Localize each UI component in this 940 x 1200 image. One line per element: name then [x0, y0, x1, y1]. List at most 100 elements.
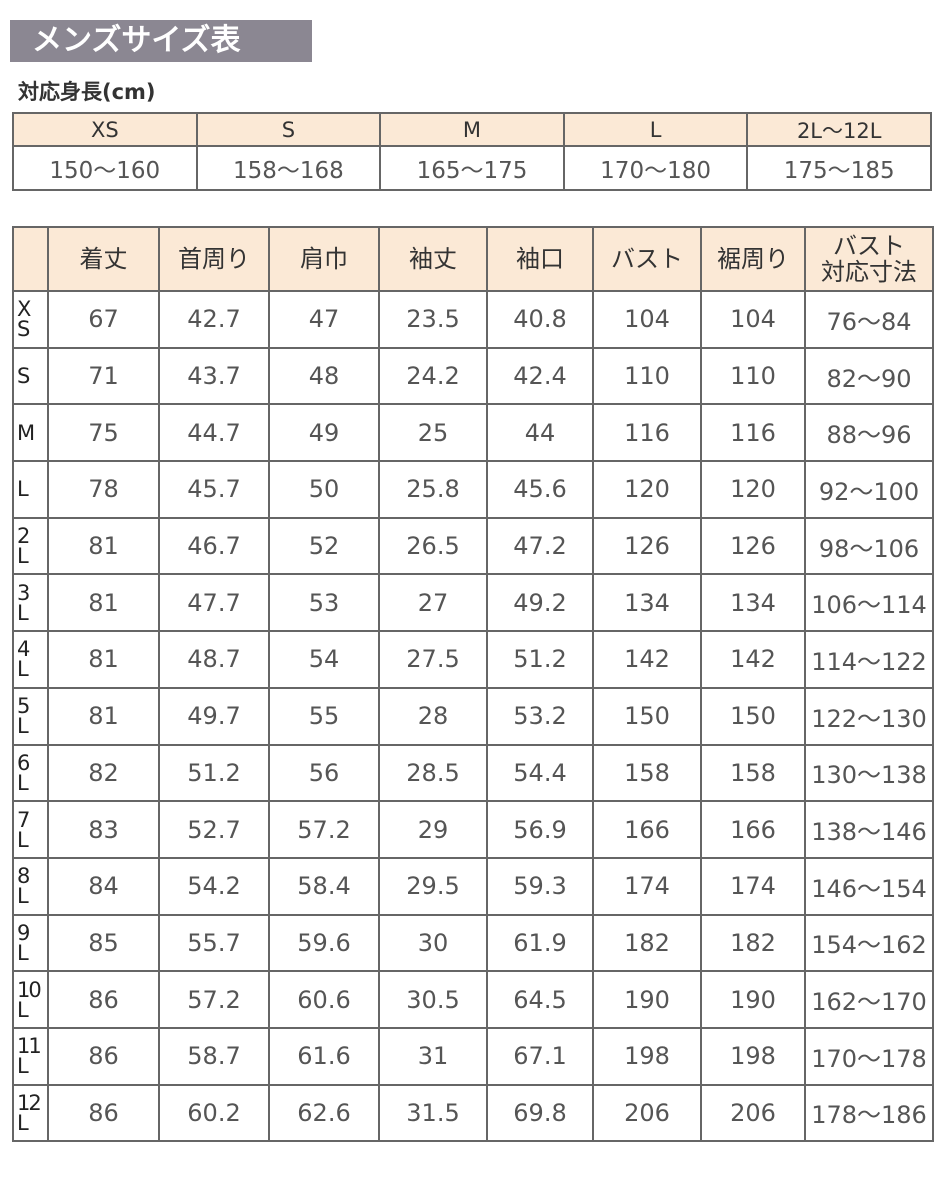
- cell-value: 49.2: [486, 573, 594, 633]
- cell-value: 57.2: [158, 970, 270, 1029]
- cell-value: 25: [378, 403, 488, 463]
- cell-value: 67.1: [486, 1026, 594, 1086]
- cell-value: 178〜186: [804, 1083, 934, 1143]
- page-title: メンズサイズ表: [10, 20, 312, 62]
- size-label-cell: 12L: [12, 1083, 49, 1143]
- size-label-cell: 5L: [12, 686, 49, 746]
- column-header: 裾周り: [700, 226, 806, 292]
- table-row: 5L 81 49.7 55 28 53.2 150 150 122〜130: [12, 686, 934, 746]
- table-row: 7L 83 52.7 57.2 29 56.9 166 166 138〜146: [12, 800, 934, 859]
- size-table: 着丈 首周り 肩巾 袖丈 袖口 バスト 裾周り バスト 対応寸法 XS 67 42.7 47 23.5…: [12, 226, 934, 1143]
- column-header: 着丈: [47, 226, 160, 292]
- size-label: 9L: [17, 920, 31, 965]
- cell-value: 53: [268, 573, 380, 633]
- cell-value: 206: [700, 1083, 806, 1143]
- height-range: 175〜185: [746, 145, 932, 191]
- cell-value: 81: [47, 516, 160, 576]
- table-row: 12L 86 60.2 62.6 31.5 69.8 206 206 178〜186: [12, 1083, 934, 1143]
- cell-value: 54: [268, 630, 380, 689]
- cell-value: 52.7: [158, 800, 270, 859]
- cell-value: 42.7: [158, 290, 270, 349]
- cell-value: 28: [378, 686, 488, 746]
- cell-value: 138〜146: [804, 800, 934, 859]
- cell-value: 198: [700, 1026, 806, 1086]
- cell-value: 81: [47, 573, 160, 633]
- cell-value: 53.2: [486, 686, 594, 746]
- size-label-cell: 3L: [12, 573, 49, 633]
- cell-value: 114〜122: [804, 630, 934, 689]
- size-label: L: [17, 477, 29, 502]
- cell-value: 55: [268, 686, 380, 746]
- size-label: 6L: [17, 750, 31, 795]
- cell-value: 64.5: [486, 970, 594, 1029]
- size-label: 10L: [17, 977, 42, 1022]
- cell-value: 40.8: [486, 290, 594, 349]
- cell-value: 29.5: [378, 856, 488, 916]
- cell-value: 134: [592, 573, 702, 633]
- size-label-cell: S: [12, 346, 49, 406]
- cell-value: 47.2: [486, 516, 594, 576]
- cell-value: 122〜130: [804, 686, 934, 746]
- cell-value: 29: [378, 800, 488, 859]
- cell-value: 47.7: [158, 573, 270, 633]
- table-row: 6L 82 51.2 56 28.5 54.4 158 158 130〜138: [12, 743, 934, 803]
- cell-value: 45.6: [486, 460, 594, 519]
- size-label-cell: 7L: [12, 800, 49, 859]
- size-header: XS: [12, 112, 198, 147]
- table-row: S 71 43.7 48 24.2 42.4 110 110 82〜90: [12, 346, 934, 406]
- cell-value: 61.9: [486, 913, 594, 973]
- cell-value: 60.2: [158, 1083, 270, 1143]
- cell-value: 174: [592, 856, 702, 916]
- cell-value: 182: [592, 913, 702, 973]
- cell-value: 88〜96: [804, 403, 934, 463]
- cell-value: 58.4: [268, 856, 380, 916]
- cell-value: 43.7: [158, 346, 270, 406]
- size-label: 8L: [17, 864, 31, 909]
- cell-value: 116: [592, 403, 702, 463]
- cell-value: 45.7: [158, 460, 270, 519]
- size-table-header-row: 着丈 首周り 肩巾 袖丈 袖口 バスト 裾周り バスト 対応寸法: [12, 226, 934, 292]
- cell-value: 98〜106: [804, 516, 934, 576]
- size-label-cell: 11L: [12, 1026, 49, 1086]
- cell-value: 44.7: [158, 403, 270, 463]
- cell-value: 82: [47, 743, 160, 803]
- cell-value: 154〜162: [804, 913, 934, 973]
- cell-value: 56: [268, 743, 380, 803]
- cell-value: 59.3: [486, 856, 594, 916]
- size-label: 11L: [17, 1034, 42, 1079]
- cell-value: 54.4: [486, 743, 594, 803]
- cell-value: 51.2: [158, 743, 270, 803]
- column-header: バスト: [592, 226, 702, 292]
- cell-value: 110: [592, 346, 702, 406]
- size-header: 2L〜12L: [746, 112, 932, 147]
- table-row: L 78 45.7 50 25.8 45.6 120 120 92〜100: [12, 460, 934, 519]
- cell-value: 142: [700, 630, 806, 689]
- cell-value: 31.5: [378, 1083, 488, 1143]
- height-label: 対応身長(cm): [18, 80, 156, 104]
- height-table-header-row: XS S M L 2L〜12L: [12, 112, 932, 147]
- cell-value: 134: [700, 573, 806, 633]
- cell-value: 166: [592, 800, 702, 859]
- cell-value: 81: [47, 630, 160, 689]
- cell-value: 52: [268, 516, 380, 576]
- height-range: 170〜180: [562, 145, 749, 191]
- size-label: 5L: [17, 694, 31, 739]
- cell-value: 69.8: [486, 1083, 594, 1143]
- cell-value: 50: [268, 460, 380, 519]
- cell-value: 146〜154: [804, 856, 934, 916]
- cell-value: 182: [700, 913, 806, 973]
- size-header: S: [195, 112, 382, 147]
- size-label-cell: 9L: [12, 913, 49, 973]
- cell-value: 44: [486, 403, 594, 463]
- cell-value: 81: [47, 686, 160, 746]
- cell-value: 198: [592, 1026, 702, 1086]
- size-label: 7L: [17, 807, 31, 852]
- cell-value: 58.7: [158, 1026, 270, 1086]
- cell-value: 104: [592, 290, 702, 349]
- cell-value: 120: [592, 460, 702, 519]
- size-label-cell: 4L: [12, 630, 49, 689]
- cell-value: 86: [47, 970, 160, 1029]
- size-label-cell: 8L: [12, 856, 49, 916]
- table-row: M 75 44.7 49 25 44 116 116 88〜96: [12, 403, 934, 463]
- cell-value: 48: [268, 346, 380, 406]
